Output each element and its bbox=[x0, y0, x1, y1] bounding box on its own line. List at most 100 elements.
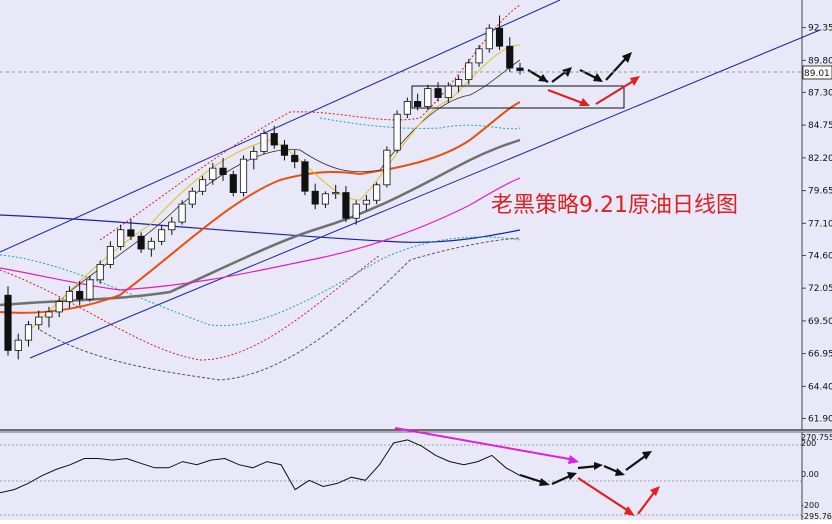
candle-body bbox=[414, 101, 422, 107]
candle-body bbox=[454, 79, 463, 87]
candle-body bbox=[260, 133, 268, 152]
candle-body bbox=[332, 192, 340, 195]
candle-body bbox=[506, 45, 514, 69]
candle-body bbox=[424, 88, 432, 107]
candle-body bbox=[147, 240, 155, 250]
candle-body bbox=[239, 158, 248, 193]
candle bbox=[35, 310, 43, 330]
candle bbox=[434, 82, 442, 102]
candle bbox=[76, 281, 84, 306]
candle-body bbox=[35, 316, 43, 326]
candle bbox=[86, 275, 94, 302]
sub-forecast-arrows bbox=[519, 451, 660, 516]
candle-body bbox=[96, 264, 104, 281]
candle-body bbox=[444, 85, 452, 98]
price-tick-label: 64.40 bbox=[808, 382, 832, 392]
candle bbox=[403, 97, 411, 119]
candle bbox=[168, 216, 176, 235]
candle bbox=[198, 175, 207, 196]
ma-thin-line bbox=[59, 59, 521, 301]
candle-body bbox=[168, 221, 176, 231]
candle-body bbox=[198, 179, 207, 192]
candle-body bbox=[137, 235, 145, 250]
candle bbox=[424, 84, 432, 111]
sub-indicator-line bbox=[0, 439, 521, 494]
candle bbox=[219, 157, 227, 181]
candle bbox=[158, 225, 166, 246]
candle bbox=[352, 200, 360, 225]
price-tick-label: 61.90 bbox=[808, 414, 832, 424]
candle-body bbox=[403, 101, 411, 115]
candle bbox=[495, 15, 504, 51]
candle bbox=[475, 44, 483, 67]
candle bbox=[147, 237, 155, 257]
candle bbox=[373, 182, 381, 205]
price-tick-label: 82.20 bbox=[808, 154, 832, 164]
candle-body bbox=[373, 184, 381, 201]
candle bbox=[270, 125, 278, 149]
ma-orange-line bbox=[0, 101, 521, 314]
candle-body bbox=[342, 192, 350, 219]
lower-channel-line bbox=[29, 29, 821, 359]
candle bbox=[127, 219, 135, 241]
candle-body bbox=[270, 133, 278, 146]
sub-tick-label: 270.7559 bbox=[801, 433, 832, 442]
candle-body bbox=[106, 246, 114, 265]
forecast-arrows bbox=[527, 52, 640, 106]
candle-body bbox=[55, 301, 63, 313]
price-tick-label: 89.80 bbox=[808, 56, 832, 66]
candle bbox=[444, 82, 452, 103]
candle bbox=[106, 241, 114, 269]
candle-body bbox=[280, 144, 289, 156]
price-tick-label: 66.95 bbox=[808, 350, 832, 360]
current-price-label: 89.01 bbox=[804, 69, 830, 79]
price-tick-label: 77.10 bbox=[808, 219, 832, 229]
candle bbox=[291, 150, 299, 169]
candle bbox=[4, 286, 12, 356]
sub-tick-label: -200 bbox=[801, 501, 819, 510]
candle bbox=[24, 320, 33, 347]
candle-body bbox=[434, 88, 442, 98]
candle bbox=[96, 260, 104, 284]
candle-body bbox=[65, 290, 74, 303]
candle bbox=[516, 62, 524, 75]
candle bbox=[55, 297, 63, 318]
candle bbox=[229, 170, 237, 197]
candle-body bbox=[301, 161, 309, 192]
ma-magenta-line bbox=[0, 177, 521, 291]
candle bbox=[362, 195, 370, 211]
consolidation-box bbox=[411, 85, 625, 109]
candle bbox=[137, 232, 145, 253]
candle bbox=[332, 184, 340, 199]
candle bbox=[280, 139, 289, 161]
candle-body bbox=[465, 62, 473, 80]
price-tick-label: 92.35 bbox=[808, 24, 832, 34]
divergence-line bbox=[394, 427, 576, 461]
candle-body bbox=[178, 203, 186, 223]
price-tick-label: 84.75 bbox=[808, 121, 832, 131]
candle-body bbox=[4, 294, 12, 351]
candle bbox=[321, 191, 330, 208]
long-ma-line bbox=[0, 214, 521, 243]
candle bbox=[209, 163, 217, 185]
ma-gray-line bbox=[0, 138, 521, 307]
candle-body bbox=[311, 190, 319, 205]
candle bbox=[117, 224, 125, 251]
candle bbox=[454, 75, 463, 93]
chart-title: 老黑策略9.21原油日线图 bbox=[491, 193, 738, 218]
candle bbox=[65, 286, 74, 309]
price-tick-label: 87.30 bbox=[808, 88, 832, 98]
sub-axis: 270.7559200 0.00 -200 -295.7655 bbox=[801, 433, 832, 521]
candle bbox=[465, 59, 473, 85]
candle bbox=[239, 155, 248, 197]
candle-body bbox=[495, 27, 504, 47]
price-tick-label: 79.65 bbox=[808, 187, 832, 197]
sub-tick-label: 0.00 bbox=[801, 470, 819, 479]
candle-body bbox=[188, 190, 196, 205]
candle-body bbox=[45, 311, 53, 318]
band-lower-dark bbox=[39, 237, 521, 381]
price-tick-label: 72.05 bbox=[808, 284, 832, 294]
candlestick-series bbox=[4, 15, 524, 360]
sub-tick-label: -295.7655 bbox=[801, 512, 832, 520]
